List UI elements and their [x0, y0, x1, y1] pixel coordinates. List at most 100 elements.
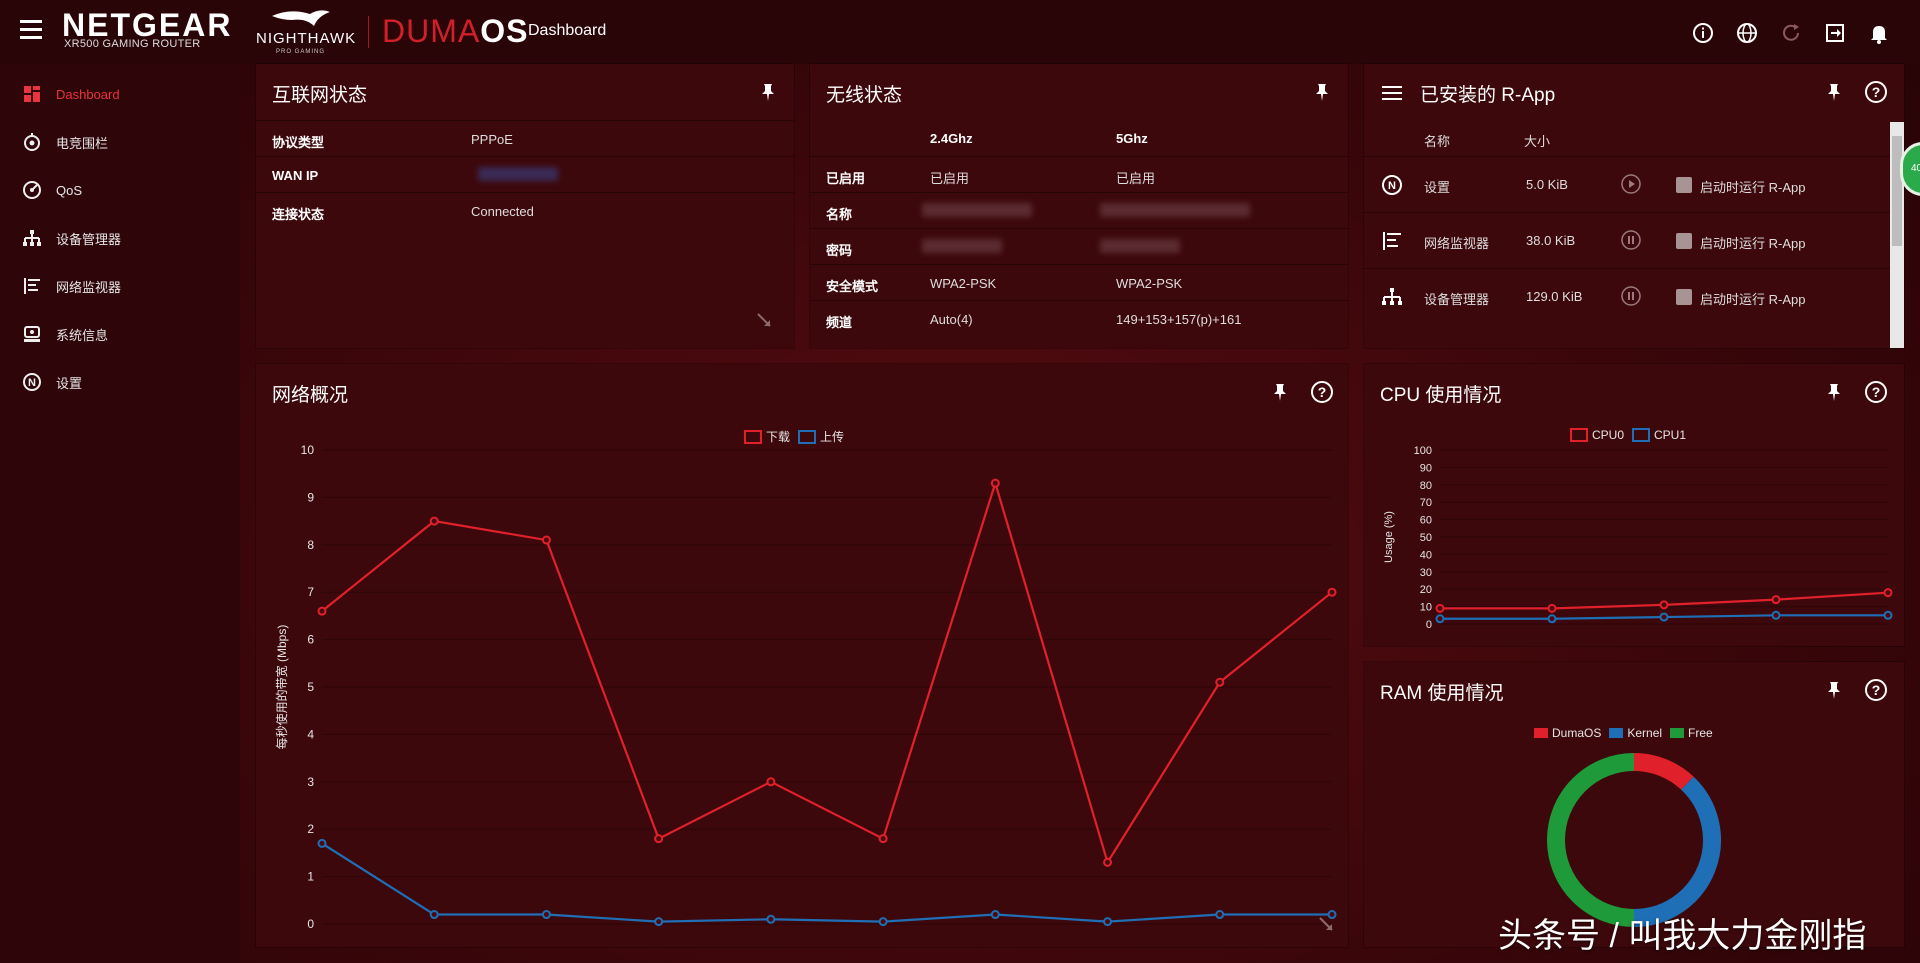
sidebar-item-settings[interactable]: N 设置: [0, 362, 240, 402]
data-point: [1327, 587, 1337, 597]
y-tick-label: 10: [301, 443, 315, 457]
data-point: [1883, 588, 1893, 598]
pin-icon[interactable]: [1270, 382, 1290, 402]
pause-icon[interactable]: [1620, 229, 1642, 251]
rapp-card: 已安装的 R-App ? 名称 大小 N 设置 5.0 KiB 启动时运行 R-…: [1364, 64, 1904, 348]
play-icon[interactable]: [1620, 173, 1642, 195]
legend-label: CPU1: [1654, 428, 1687, 442]
svg-text:?: ?: [1872, 384, 1881, 400]
globe-icon[interactable]: [1734, 20, 1760, 46]
list-item: 网络监视器 38.0 KiB 启动时运行 R-App: [1364, 212, 1904, 269]
network-monitor-icon: [20, 274, 44, 298]
donut-slice-kernel: [1633, 776, 1721, 927]
help-icon[interactable]: ?: [1864, 80, 1888, 104]
run-on-start-checkbox[interactable]: [1676, 233, 1692, 249]
y-tick-label: 90: [1420, 462, 1432, 474]
y-tick-label: 2: [307, 822, 314, 836]
resize-icon[interactable]: [756, 312, 772, 328]
sidebar-item-qos[interactable]: QoS: [0, 170, 240, 210]
y-tick-label: 80: [1420, 480, 1432, 492]
pin-icon[interactable]: [1312, 82, 1332, 102]
list-menu-icon[interactable]: [1382, 84, 1402, 102]
sidebar-item-system-info[interactable]: 系统信息: [0, 314, 240, 354]
data-point: [990, 478, 1000, 488]
chart-legend: CPU0 CPU1: [1562, 428, 1686, 442]
y-tick-label: 50: [1420, 532, 1432, 544]
menu-icon[interactable]: [20, 20, 42, 40]
column-header: 5Ghz: [1116, 131, 1148, 146]
rapp-name: 设置: [1424, 180, 1451, 195]
sidebar-item-geofence[interactable]: 电竞围栏: [0, 122, 240, 162]
legend-swatch-kernel: [1609, 728, 1624, 738]
table-row: 连接状态 Connected: [256, 192, 794, 229]
data-point: [1771, 595, 1781, 605]
data-point: [766, 914, 776, 924]
row-value: WPA2-PSK: [930, 276, 997, 291]
table-row: 安全模式 WPA2-PSK WPA2-PSK: [810, 264, 1348, 301]
top-bar: NETGEAR XR500 GAMING ROUTER NIGHTHAWK PR…: [0, 0, 1920, 64]
sidebar-item-label: 网络监视器: [56, 279, 122, 295]
ram-usage-card: RAM 使用情况 ? DumaOS Kernel Free: [1364, 662, 1904, 947]
device-manager-icon: [20, 226, 44, 250]
legend-swatch-upload: [798, 429, 817, 444]
legend-swatch-free: [1670, 728, 1685, 738]
row-label: 名称: [826, 207, 853, 222]
sidebar-item-device-manager[interactable]: 设备管理器: [0, 218, 240, 258]
card-title: 无线状态: [826, 85, 903, 106]
checkbox-label: 启动时运行 R-App: [1700, 236, 1806, 251]
logout-icon[interactable]: [1822, 20, 1848, 46]
row-label: 连接状态: [272, 207, 325, 222]
list-item: N 设置 5.0 KiB 启动时运行 R-App: [1364, 156, 1904, 213]
row-value: Connected: [471, 204, 534, 219]
run-on-start-checkbox[interactable]: [1676, 289, 1692, 305]
data-point: [317, 838, 327, 848]
help-icon[interactable]: ?: [1310, 380, 1334, 404]
sidebar-item-dashboard[interactable]: Dashboard: [0, 74, 240, 114]
table-header: 2.4Ghz 5Ghz: [810, 120, 1348, 156]
data-point: [654, 917, 664, 927]
y-tick-label: 3: [307, 775, 314, 789]
pin-icon[interactable]: [1824, 382, 1844, 402]
pin-icon[interactable]: [1824, 82, 1844, 102]
row-label: 密码: [826, 243, 853, 258]
nighthawk-logo: NIGHTHAWK: [256, 30, 357, 47]
pin-icon[interactable]: [1824, 680, 1844, 700]
y-tick-label: 0: [1426, 619, 1432, 631]
data-point: [429, 516, 439, 526]
data-point: [1771, 610, 1781, 620]
pin-icon[interactable]: [758, 82, 778, 102]
resize-icon[interactable]: [1318, 916, 1334, 932]
bell-icon[interactable]: [1866, 20, 1892, 46]
sidebar-item-network-monitor[interactable]: 网络监视器: [0, 266, 240, 306]
info-icon[interactable]: [1690, 20, 1716, 46]
data-point: [317, 606, 327, 616]
run-on-start-checkbox[interactable]: [1676, 177, 1692, 193]
help-icon[interactable]: ?: [1864, 380, 1888, 404]
refresh-icon[interactable]: [1778, 20, 1804, 46]
table-row: 名称: [810, 192, 1348, 229]
redacted-ssid: [922, 203, 1032, 220]
cpu-chart: 0 10 20 30 40 50 60 70 80 90 100 Usage (%): [1383, 445, 1893, 631]
network-monitor-icon: [1383, 232, 1401, 250]
donut-slice-free: [1547, 753, 1635, 927]
internet-status-card: 互联网状态 协议类型 PPPoE WAN IP 连接状态 Connected: [256, 64, 794, 348]
page-title: Dashboard: [528, 22, 607, 39]
sidebar: Dashboard 电竞围栏 QoS 设备管理器 网络监视器 系统信息 N 设置: [0, 64, 240, 963]
svg-text:N: N: [28, 377, 36, 389]
pause-icon[interactable]: [1620, 285, 1642, 307]
data-point: [766, 777, 776, 787]
checkbox-label: 启动时运行 R-App: [1700, 180, 1806, 195]
y-tick-label: 8: [307, 538, 314, 552]
svg-text:N: N: [1388, 180, 1396, 192]
help-icon[interactable]: ?: [1864, 678, 1888, 702]
donut-slice-dumaos: [1633, 753, 1694, 790]
table-header: 名称 大小: [1364, 120, 1904, 156]
row-value: WPA2-PSK: [1116, 276, 1183, 291]
data-point: [541, 910, 551, 920]
data-point: [878, 917, 888, 927]
svg-text:?: ?: [1872, 84, 1881, 100]
system-info-icon: [20, 322, 44, 346]
y-tick-label: 100: [1414, 445, 1432, 457]
y-tick-label: 6: [307, 633, 314, 647]
row-label: 安全模式: [826, 279, 879, 294]
